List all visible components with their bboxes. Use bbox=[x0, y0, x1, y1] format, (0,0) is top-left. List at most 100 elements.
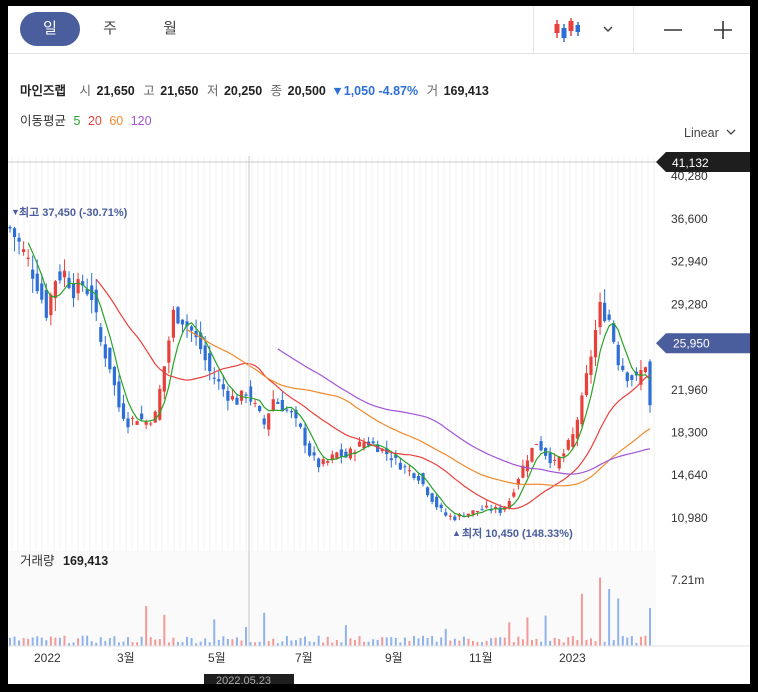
volume-bar[interactable] bbox=[77, 638, 80, 646]
candle-body[interactable] bbox=[99, 327, 103, 342]
candle-body[interactable] bbox=[144, 422, 148, 425]
candle-body[interactable] bbox=[12, 228, 17, 238]
candle-body[interactable] bbox=[616, 344, 620, 366]
candle-body[interactable] bbox=[335, 452, 339, 459]
volume-bar[interactable] bbox=[45, 640, 48, 646]
candle-body[interactable] bbox=[258, 406, 262, 412]
candle-body[interactable] bbox=[49, 294, 53, 316]
candle-body[interactable] bbox=[149, 423, 153, 425]
candle-body[interactable] bbox=[294, 409, 298, 419]
volume-bar[interactable] bbox=[626, 637, 629, 646]
volume-bar[interactable] bbox=[471, 640, 474, 646]
candle-body[interactable] bbox=[153, 411, 157, 423]
volume-bar[interactable] bbox=[163, 614, 166, 646]
candle-body[interactable] bbox=[244, 394, 248, 396]
volume-bar[interactable] bbox=[499, 637, 502, 646]
candle-body[interactable] bbox=[40, 283, 44, 300]
candle-body[interactable] bbox=[230, 396, 235, 400]
candle-body[interactable] bbox=[103, 344, 107, 359]
volume-bar[interactable] bbox=[99, 637, 102, 646]
candle-body[interactable] bbox=[566, 440, 570, 450]
candle-body[interactable] bbox=[625, 372, 629, 382]
candle-body[interactable] bbox=[639, 370, 643, 385]
volume-bar[interactable] bbox=[204, 638, 207, 646]
volume-bar[interactable] bbox=[562, 642, 565, 646]
volume-bar[interactable] bbox=[558, 639, 561, 646]
volume-bar[interactable] bbox=[54, 637, 57, 646]
candle-body[interactable] bbox=[421, 473, 425, 485]
ma-20[interactable]: 20 bbox=[87, 114, 102, 128]
candle-body[interactable] bbox=[453, 516, 457, 521]
volume-bar[interactable] bbox=[412, 636, 415, 646]
volume-bar[interactable] bbox=[431, 636, 434, 646]
volume-bar[interactable] bbox=[222, 636, 225, 646]
candle-body[interactable] bbox=[557, 456, 561, 469]
volume-bar[interactable] bbox=[649, 608, 651, 646]
candle-body[interactable] bbox=[162, 366, 166, 392]
volume-bar[interactable] bbox=[376, 640, 379, 646]
volume-bar[interactable] bbox=[335, 639, 338, 646]
volume-bar[interactable] bbox=[86, 635, 89, 646]
candle-body[interactable] bbox=[425, 487, 430, 496]
candle-body[interactable] bbox=[126, 418, 130, 428]
volume-bar[interactable] bbox=[422, 635, 425, 646]
volume-bar[interactable] bbox=[290, 640, 293, 646]
candle-body[interactable] bbox=[430, 493, 434, 502]
candle-body[interactable] bbox=[516, 479, 520, 485]
candle-body[interactable] bbox=[321, 459, 325, 465]
volume-bar[interactable] bbox=[367, 641, 370, 646]
volume-bar[interactable] bbox=[272, 638, 275, 646]
volume-bar[interactable] bbox=[372, 639, 375, 646]
candle-body[interactable] bbox=[376, 444, 380, 453]
volume-bar[interactable] bbox=[344, 625, 347, 646]
candle-body[interactable] bbox=[344, 451, 348, 458]
volume-bar[interactable] bbox=[476, 641, 479, 646]
candle-body[interactable] bbox=[480, 509, 484, 511]
candle-body[interactable] bbox=[285, 409, 289, 411]
candle-body[interactable] bbox=[643, 367, 648, 373]
volume-bar[interactable] bbox=[417, 638, 420, 646]
volume-bar[interactable] bbox=[217, 639, 220, 646]
volume-bar[interactable] bbox=[22, 638, 25, 646]
volume-bar[interactable] bbox=[576, 640, 579, 646]
volume-bar[interactable] bbox=[444, 628, 447, 646]
candle-body[interactable] bbox=[412, 473, 416, 479]
candle-body[interactable] bbox=[185, 321, 189, 327]
candle-body[interactable] bbox=[394, 454, 398, 458]
volume-bar[interactable] bbox=[108, 638, 111, 646]
candle-body[interactable] bbox=[298, 423, 303, 427]
volume-bar[interactable] bbox=[639, 636, 642, 646]
minus-icon[interactable] bbox=[658, 6, 688, 54]
candle-body[interactable] bbox=[226, 391, 230, 401]
volume-bar[interactable] bbox=[304, 636, 307, 646]
candle-body[interactable] bbox=[17, 237, 21, 242]
volume-bar[interactable] bbox=[267, 641, 270, 646]
candle-body[interactable] bbox=[357, 441, 362, 447]
candle-body[interactable] bbox=[484, 505, 489, 508]
candle-body[interactable] bbox=[189, 326, 194, 331]
candle-body[interactable] bbox=[612, 323, 616, 342]
volume-bar[interactable] bbox=[117, 642, 120, 646]
volume-bar[interactable] bbox=[399, 642, 402, 646]
volume-bar[interactable] bbox=[113, 636, 116, 646]
volume-bar[interactable] bbox=[167, 642, 170, 646]
volume-bar[interactable] bbox=[589, 638, 592, 646]
volume-bar[interactable] bbox=[571, 636, 574, 646]
volume-bar[interactable] bbox=[186, 636, 189, 646]
candle-body[interactable] bbox=[380, 448, 384, 452]
candle-body[interactable] bbox=[199, 332, 203, 350]
volume-bar[interactable] bbox=[145, 606, 148, 646]
volume-bar[interactable] bbox=[553, 637, 556, 646]
candle-body[interactable] bbox=[562, 453, 566, 457]
candle-body[interactable] bbox=[512, 492, 516, 497]
volume-bar[interactable] bbox=[317, 635, 320, 646]
volume-bar[interactable] bbox=[281, 641, 284, 646]
candle-body[interactable] bbox=[53, 281, 57, 299]
volume-bar[interactable] bbox=[172, 637, 175, 646]
volume-bar[interactable] bbox=[149, 637, 152, 646]
candle-body[interactable] bbox=[371, 441, 375, 444]
volume-bar[interactable] bbox=[608, 589, 611, 646]
candle-body[interactable] bbox=[580, 395, 584, 425]
volume-bar[interactable] bbox=[68, 643, 71, 646]
candle-body[interactable] bbox=[130, 417, 135, 419]
